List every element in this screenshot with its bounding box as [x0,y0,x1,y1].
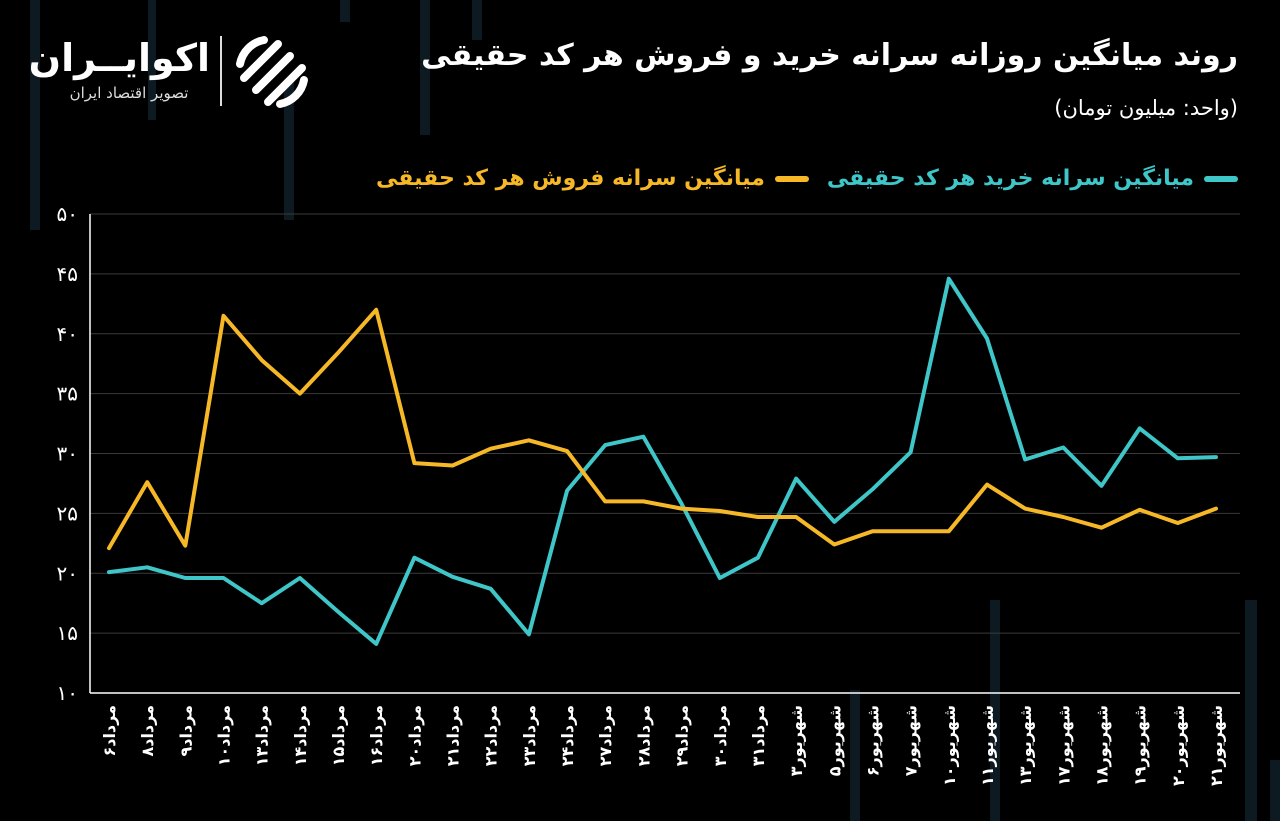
legend-label-sell: میانگین سرانه فروش هر کد حقیقی [376,166,765,191]
y-tick-label: ۴۵ [57,262,78,286]
x-tick-label: مرداد۳۰ [711,705,730,766]
legend-label-buy: میانگین سرانه خرید هر کد حقیقی [826,166,1194,191]
y-tick-label: ۱۵ [57,621,78,645]
y-tick-label: ۲۰ [57,561,78,585]
x-tick-label: مرداد۲۲ [482,705,501,766]
x-tick-label: شهریور۶ [863,705,882,776]
chart-legend: میانگین سرانه خرید هر کد حقیقی میانگین س… [358,166,1238,191]
y-tick-label: ۴۰ [57,322,78,346]
x-tick-label: شهریور۲۰ [1169,705,1188,786]
x-tick-label: مرداد۲۱ [444,705,463,766]
x-tick-label: شهریور۷ [902,705,921,776]
x-tick-label: مرداد۱۶ [367,705,386,766]
ecoiran-logo-icon [236,36,308,108]
series-line-sell [107,307,1218,551]
legend-swatch-sell [774,175,809,182]
y-tick-label: ۵۰ [57,202,78,226]
x-tick-label: شهریور۱۸ [1092,705,1111,786]
logo-divider [220,36,222,106]
brand-name: اکوایــران [28,36,210,80]
legend-item-buy: میانگین سرانه خرید هر کد حقیقی [827,166,1238,191]
y-tick-label: ۳۰ [57,442,78,466]
x-tick-label: مرداد۲۰ [405,705,424,766]
x-tick-label: مرداد۲۳ [520,705,539,766]
x-tick-label: شهریور۵ [825,705,844,776]
x-tick-label: مرداد۲۸ [634,705,653,766]
x-tick-label: شهریور۲۱ [1207,705,1226,786]
x-tick-label: شهریور۱۹ [1131,705,1150,786]
x-tick-label: شهریور۱۳ [1016,705,1035,786]
x-tick-label: مرداد۱۳ [253,705,272,766]
y-tick-label: ۳۵ [57,382,78,406]
series-line-buy [107,276,1218,646]
logo: اکوایــران تصویر اقتصاد ایران [28,32,310,112]
legend-swatch-buy [1204,175,1238,182]
x-tick-label: شهریور۱۱ [978,705,997,786]
legend-item-sell: میانگین سرانه فروش هر کد حقیقی [376,166,809,191]
x-tick-label: مرداد۱۴ [291,705,310,766]
x-tick-label: مرداد۳۱ [749,705,768,766]
x-tick-label: مرداد۲۷ [596,705,615,766]
chart-unit-subtitle: (واحد: میلیون تومان) [1054,96,1238,120]
x-tick-label: مرداد۱۰ [215,705,234,766]
x-tick-label: شهریور۱۷ [1054,705,1073,786]
chart-title: روند میانگین روزانه سرانه خرید و فروش هر… [421,38,1238,73]
y-tick-label: ۲۵ [57,501,78,525]
x-tick-label: مرداد۱۵ [329,705,348,766]
y-tick-label: ۱۰ [57,681,78,705]
x-tick-label: شهریور۱۰ [940,705,959,786]
brand-tagline: تصویر اقتصاد ایران [69,84,189,102]
x-tick-label: شهریور۳ [787,705,806,776]
x-tick-label: مرداد۸ [138,705,157,757]
x-tick-label: مرداد۶ [100,705,119,757]
x-tick-label: مرداد۲۹ [673,705,692,766]
x-tick-label: مرداد۹ [176,705,195,757]
x-tick-label: مرداد۲۴ [558,705,577,766]
